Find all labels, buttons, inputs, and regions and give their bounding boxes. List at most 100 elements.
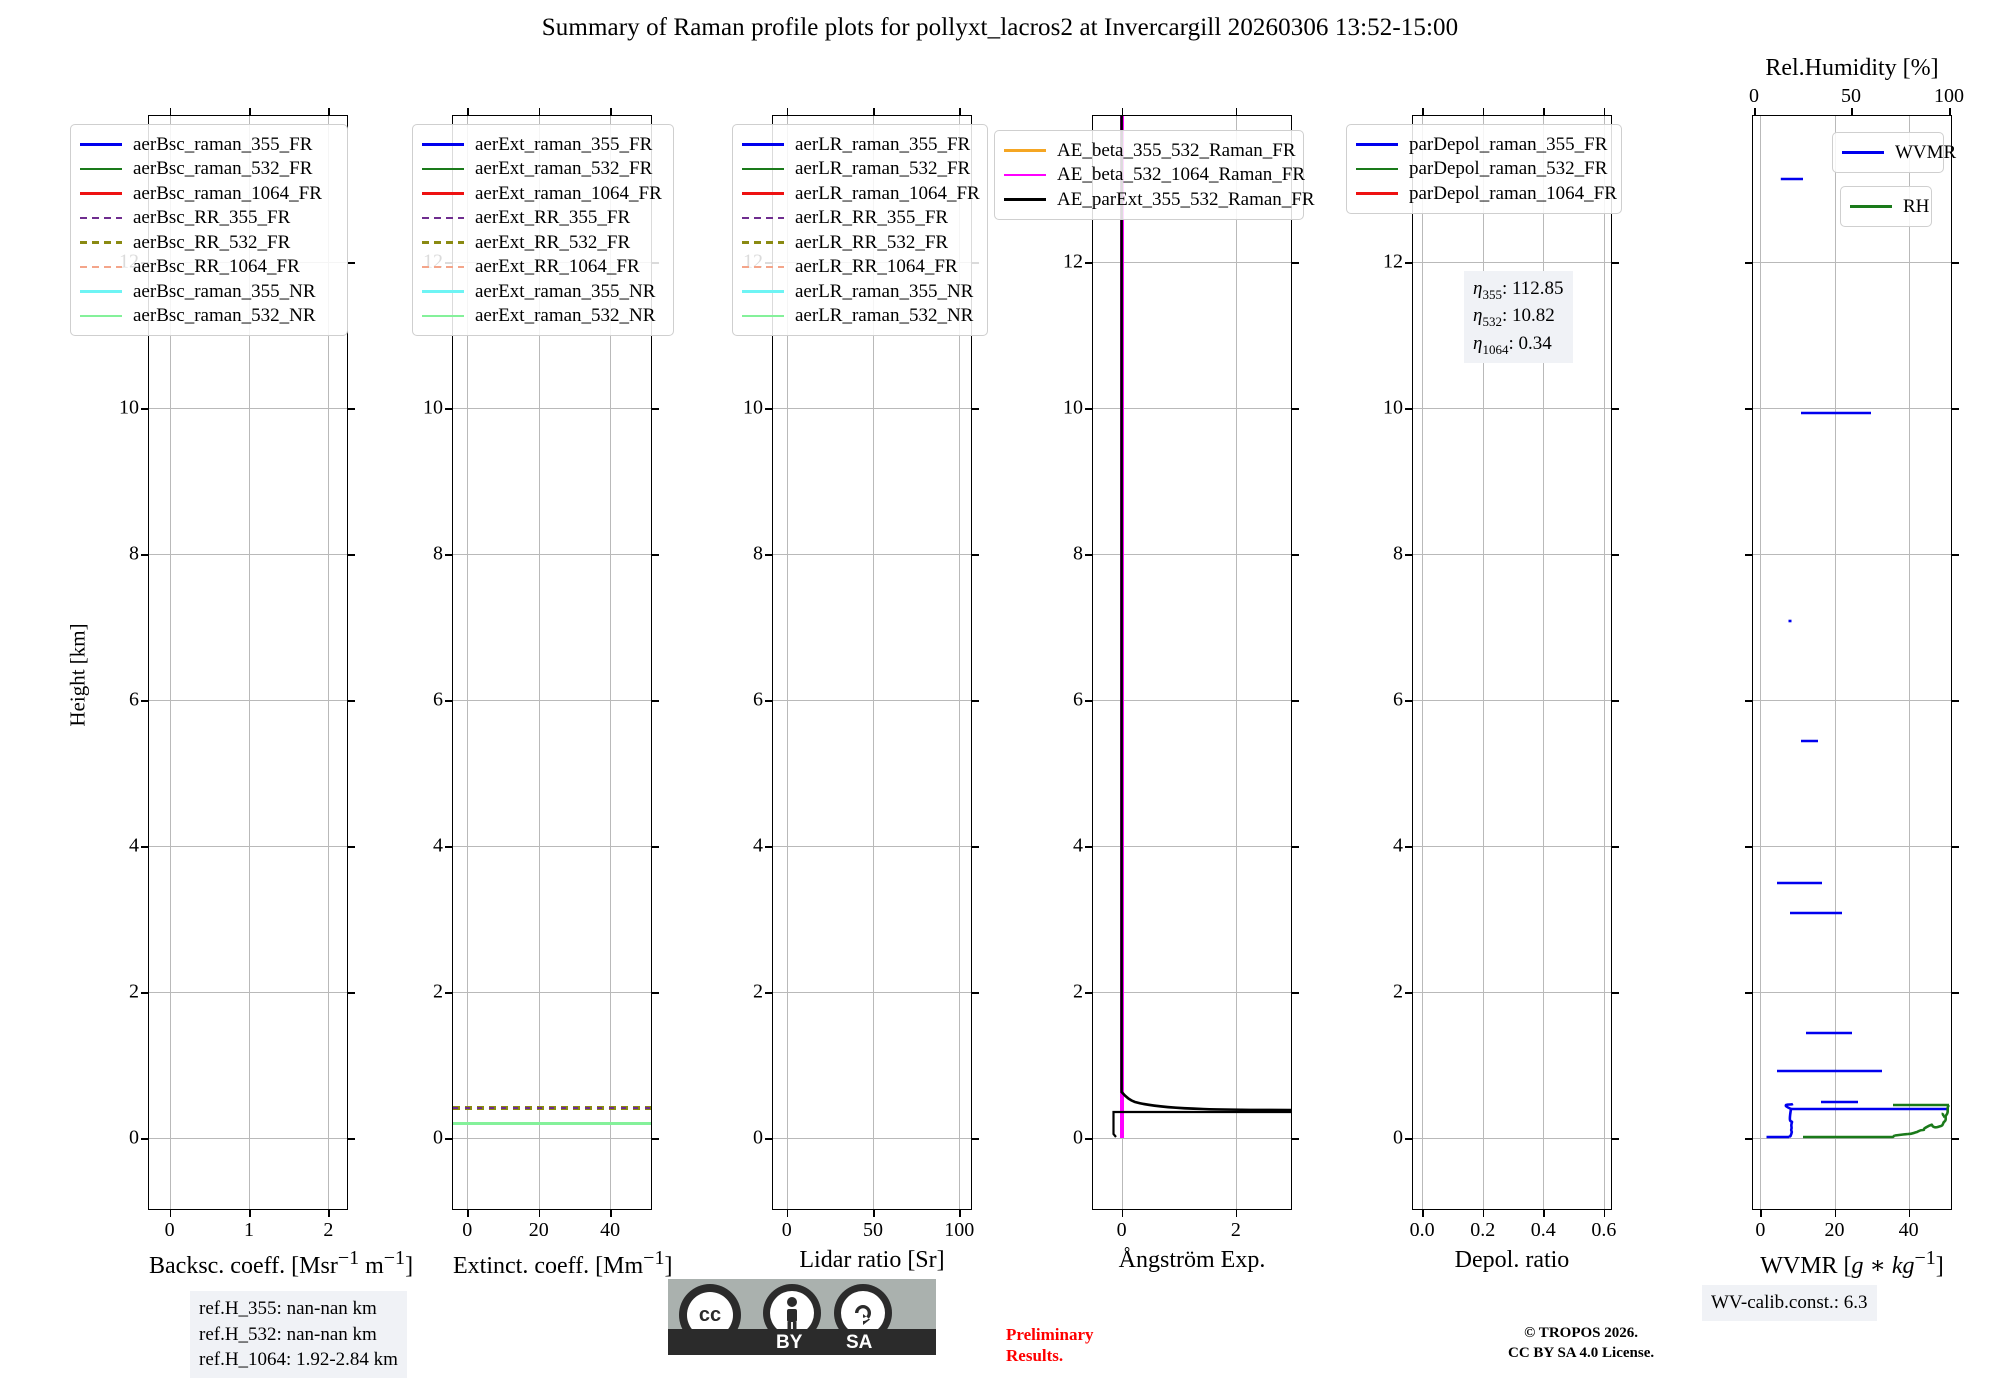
legend-item-label: aerBsc_raman_1064_FR — [133, 182, 322, 204]
x-tick-label: 0 — [781, 1219, 792, 1241]
legend-item: aerExt_raman_355_NR — [422, 279, 663, 304]
x-tick-label: 0 — [1755, 1219, 1766, 1241]
legend-item: aerExt_raman_532_FR — [422, 157, 663, 182]
x-axis-title: Extinct. coeff. [Mm−1] — [453, 1247, 673, 1279]
x-axis-title: Depol. ratio — [1454, 1247, 1570, 1273]
legend-item-label: parDepol_raman_1064_FR — [1409, 182, 1617, 204]
y-tick-label: 0 — [433, 1126, 443, 1149]
legend-item-label: aerLR_RR_355_FR — [795, 207, 949, 229]
y-tick-label: 6 — [1393, 688, 1403, 711]
y-tick-label: 8 — [753, 542, 763, 565]
legend-item: aerBsc_raman_532_NR — [80, 304, 337, 329]
preliminary-line: Results. — [1006, 1346, 1064, 1366]
legend-item: RH — [1850, 194, 1929, 219]
legend-item: aerBsc_raman_532_FR — [80, 157, 337, 182]
y-tick-label: 10 — [423, 396, 443, 419]
legend-depolarization: parDepol_raman_355_FR parDepol_raman_532_… — [1346, 124, 1622, 214]
y-tick-label: 0 — [753, 1126, 763, 1149]
x-tick-label: 0 — [462, 1219, 473, 1241]
legend-item: parDepol_raman_532_FR — [1356, 157, 1611, 182]
trace-AE-parExt-355-532 — [1112, 116, 1292, 1138]
copyright-note: © TROPOS 2026. CC BY SA 4.0 License. — [1508, 1324, 1654, 1363]
legend-item: aerLR_raman_355_NR — [742, 279, 977, 304]
x-tick-label: 40 — [600, 1219, 621, 1241]
legend-item-label: aerBsc_raman_355_NR — [133, 280, 316, 302]
legend-item-label: AE_beta_355_532_Raman_FR — [1057, 139, 1296, 161]
legend-item-label: aerLR_raman_532_FR — [795, 158, 971, 180]
y-tick-label: 2 — [433, 980, 443, 1003]
y-tick-label: 0 — [1073, 1126, 1083, 1149]
x-tick-label: 0 — [164, 1219, 175, 1241]
legend-item: aerLR_raman_355_FR — [742, 132, 977, 157]
legend-item: AE_beta_532_1064_Raman_FR — [1004, 163, 1305, 188]
y-tick-label: 12 — [1383, 250, 1403, 273]
legend-item-label: AE_beta_532_1064_Raman_FR — [1057, 164, 1306, 186]
sa-label: SA — [846, 1332, 873, 1353]
x-tick-label: 0.6 — [1591, 1219, 1617, 1241]
by-label: BY — [776, 1332, 803, 1353]
legend-item: aerLR_RR_355_FR — [742, 206, 977, 231]
legend-item-label: aerExt_RR_532_FR — [475, 231, 631, 253]
cc-badge-bar: BY SA — [668, 1329, 936, 1355]
y-tick-label: 6 — [1073, 688, 1083, 711]
y-tick-label: 6 — [753, 688, 763, 711]
eta-line: η355: 112.85 — [1473, 278, 1564, 302]
y-tick-label: 8 — [433, 542, 443, 565]
legend-wvmr: WVMR — [1832, 132, 1956, 173]
x-tick-label: 0.0 — [1409, 1219, 1435, 1241]
legend-item-label: aerLR_raman_532_NR — [795, 305, 974, 327]
y-tick-label: 10 — [743, 396, 763, 419]
legend-item: aerBsc_RR_532_FR — [80, 230, 337, 255]
x-axis-title: WVMR [g ∗ kg−1] — [1760, 1247, 1944, 1279]
legend-item-label: aerLR_RR_532_FR — [795, 231, 949, 253]
legend-item: WVMR — [1842, 140, 1956, 165]
x-axis-title: Lidar ratio [Sr] — [799, 1247, 945, 1273]
y-tick-label: 2 — [753, 980, 763, 1003]
legend-item-label: aerExt_RR_1064_FR — [475, 256, 640, 278]
y-tick-label: 4 — [1393, 834, 1403, 857]
legend-item: parDepol_raman_1064_FR — [1356, 181, 1617, 206]
top-x-tick-label: 50 — [1841, 85, 1861, 107]
x-tick-label: 20 — [528, 1219, 549, 1241]
x-tick-label: 50 — [863, 1219, 883, 1241]
legend-item: aerBsc_RR_355_FR — [80, 206, 337, 231]
legend-item: AE_parExt_355_532_Raman_FR — [1004, 187, 1315, 212]
legend-item-label: WVMR — [1895, 141, 1957, 163]
legend-item-label: aerExt_raman_1064_FR — [475, 182, 662, 204]
eta-annotation: η355: 112.85 η532: 10.82 η1064: 0.34 — [1464, 271, 1573, 364]
top-x-axis-title: Rel.Humidity [%] — [1765, 55, 1939, 81]
x-tick-label: 1 — [244, 1219, 254, 1241]
x-tick-label: 100 — [944, 1219, 975, 1241]
legend-item: aerExt_RR_1064_FR — [422, 255, 663, 280]
copyright-line: © TROPOS 2026. — [1524, 1325, 1638, 1341]
legend-lidar-ratio: aerLR_raman_355_FR aerLR_raman_532_FR aerL… — [732, 124, 988, 336]
legend-item-label: aerBsc_raman_532_NR — [133, 305, 316, 327]
legend-item: aerBsc_raman_1064_FR — [80, 181, 337, 206]
legend-item-label: aerLR_raman_355_FR — [795, 133, 971, 155]
y-tick-label: 4 — [1073, 834, 1083, 857]
legend-item-label: AE_parExt_355_532_Raman_FR — [1057, 188, 1315, 210]
y-tick-label: 10 — [1063, 396, 1083, 419]
legend-item: aerLR_raman_532_NR — [742, 304, 977, 329]
y-tick-label: 4 — [433, 834, 443, 857]
cc-license-badge[interactable]: cc BY SA — [668, 1279, 936, 1355]
legend-item-label: aerExt_raman_532_NR — [475, 305, 656, 327]
trace-aerExt-RR-355-FR — [453, 1107, 651, 1110]
x-axis-title: Backsc. coeff. [Msr−1 m−1] — [149, 1247, 414, 1279]
legend-item-label: RH — [1903, 195, 1930, 217]
y-tick-label: 8 — [1073, 542, 1083, 565]
copyright-line: CC BY SA 4.0 License. — [1508, 1344, 1655, 1361]
legend-item: aerExt_raman_1064_FR — [422, 181, 663, 206]
ref-height-line: ref.H_1064: 1.92-2.84 km — [199, 1349, 398, 1371]
y-tick-label: 12 — [1063, 250, 1083, 273]
x-tick-label: 0.4 — [1530, 1219, 1556, 1241]
y-tick-label: 0 — [129, 1126, 139, 1149]
trace-rh — [1803, 1103, 1951, 1139]
y-tick-label: 10 — [1383, 396, 1403, 419]
legend-item: aerBsc_RR_1064_FR — [80, 255, 337, 280]
legend-item-label: aerLR_RR_1064_FR — [795, 256, 958, 278]
y-tick-label: 8 — [1393, 542, 1403, 565]
legend-item: aerExt_raman_532_NR — [422, 304, 663, 329]
legend-item: aerLR_raman_532_FR — [742, 157, 977, 182]
legend-item: aerBsc_raman_355_FR — [80, 132, 337, 157]
